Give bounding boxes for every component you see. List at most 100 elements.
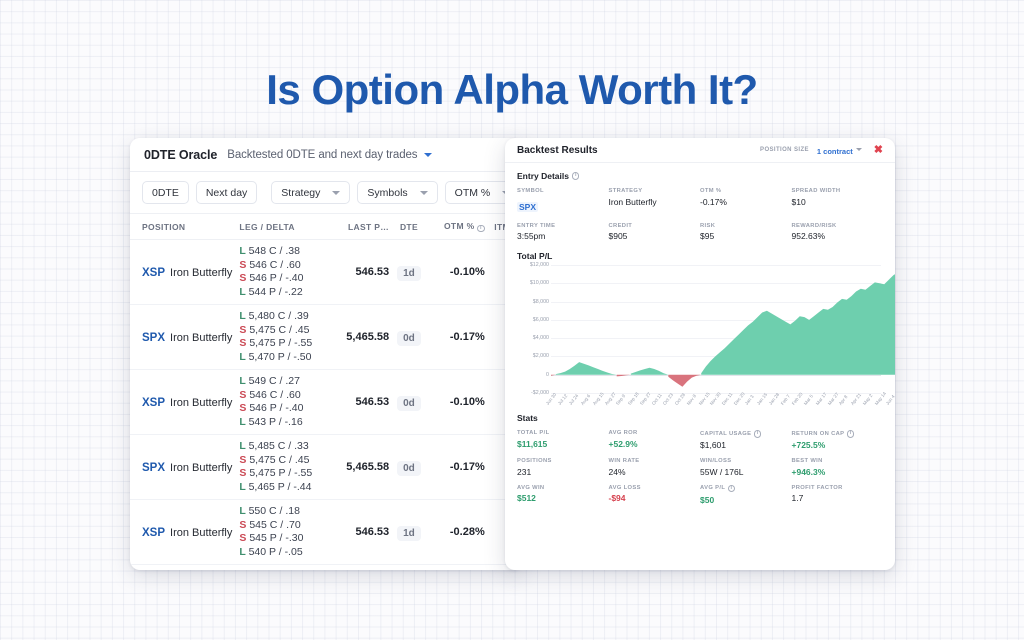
field-label: REWARD/RISK — [791, 222, 837, 229]
entry-details-grid: SYMBOL SPX STRATEGY Iron Butterfly OTM % -0.1… — [517, 188, 883, 241]
y-axis-tick-label: $10,000 — [529, 280, 549, 287]
filter-pill-otm[interactable]: OTM % — [444, 181, 521, 204]
field-value: -$94 — [608, 493, 626, 503]
x-axis-tick-label: Oct 23 — [662, 392, 675, 406]
field-value: $11,615 — [517, 438, 548, 449]
y-axis-tick-label: $8,000 — [532, 298, 549, 305]
stat-win-loss: WIN/LOSS 55W / 176L — [700, 458, 792, 477]
table-row[interactable]: XSP Iron Butterfly L 550 C / .18 S 545 C / … — [130, 500, 522, 565]
cell-leg-delta: L 549 C / .27 S 546 C / .60 S 546 P / -.40… — [239, 375, 333, 429]
entry-entry-time: ENTRY TIME 3:55pm — [517, 223, 609, 242]
leg-line: S 546 C / .60 — [239, 389, 333, 403]
x-axis-tick-label: Jan 3 — [744, 394, 756, 406]
leg-side: S — [239, 532, 250, 544]
filter-pill-next-day[interactable]: Next day — [195, 181, 258, 204]
x-axis-tick-label: Oct 28 — [673, 392, 687, 406]
position-size-dropdown[interactable]: 1 contract — [817, 141, 862, 159]
x-axis-tick-label: Mar 5 — [802, 393, 815, 406]
leg-detail: 545 P / -.30 — [249, 532, 304, 544]
field-value: +946.3% — [791, 466, 826, 477]
leg-detail: 543 P / -.16 — [248, 415, 303, 428]
field-label: WIN/LOSS — [700, 458, 732, 464]
filter-pill-0dte[interactable]: 0DTE — [142, 181, 189, 204]
gridline — [551, 393, 881, 394]
filter-pill-strategy[interactable]: Strategy — [271, 181, 351, 204]
info-icon[interactable]: i — [727, 484, 736, 492]
x-axis-tick-label: Jul 12 — [556, 393, 569, 406]
total-pl-area-chart — [551, 274, 895, 387]
dte-badge: 0d — [397, 331, 421, 346]
gridline — [551, 283, 881, 285]
x-axis-tick-label: Feb 7 — [779, 393, 791, 406]
leg-side: S — [239, 402, 250, 414]
info-icon[interactable]: i — [477, 224, 485, 233]
stat-avg-p-l: AVG P/L i $50 — [700, 484, 792, 505]
cell-dte: 1d — [389, 523, 429, 541]
leg-detail: 545 C / .70 — [249, 518, 301, 531]
cell-otm: -0.10% — [449, 396, 485, 408]
leg-line: L 5,470 P / -.50 — [239, 351, 333, 365]
position-strategy: Iron Butterfly — [170, 397, 233, 409]
leg-detail: 5,465 P / -.44 — [248, 480, 312, 493]
filter-pill-label: Strategy — [281, 186, 321, 199]
backtest-header-controls: POSITION SIZE 1 contract ✖ — [760, 141, 887, 159]
column-header-otm-label: OTM % — [443, 220, 475, 231]
gridline — [551, 301, 881, 303]
cell-dte: 0d — [389, 328, 429, 346]
field-value: $50 — [700, 494, 715, 505]
table-row[interactable]: SPX Iron Butterfly L 5,480 C / .39 S 5,475 … — [130, 305, 522, 370]
leg-side: L — [239, 310, 249, 322]
column-header-otm: OTM % i — [429, 221, 485, 233]
info-icon[interactable]: i — [846, 430, 855, 438]
position-symbol: SPX — [142, 332, 166, 344]
leg-line: S 5,475 P / -.55 — [239, 337, 333, 351]
x-axis-tick-label: Nov 8 — [685, 393, 697, 406]
field-value: 55W / 176L — [700, 466, 744, 477]
backtest-title: Backtest Results — [517, 144, 598, 156]
leg-detail: 5,480 C / .39 — [248, 310, 309, 322]
field-value: Iron Butterfly — [608, 196, 657, 207]
position-symbol: SPX — [142, 462, 166, 474]
stats-grid: TOTAL P/L $11,615 AVG ROR +52.9% CAPITAL USA… — [517, 430, 883, 505]
leg-detail: 540 P / -.05 — [248, 545, 303, 558]
leg-side: L — [239, 505, 249, 517]
close-icon[interactable]: ✖ — [873, 143, 883, 156]
chevron-down-icon[interactable] — [424, 152, 433, 157]
leg-line: L 540 P / -.05 — [239, 546, 333, 560]
column-header-leg-delta: LEG / DELTA — [239, 221, 295, 232]
field-value: $905 — [608, 231, 628, 241]
position-symbol: XSP — [142, 527, 166, 539]
cell-last-price: 5,465.58 — [346, 461, 390, 473]
leg-side: L — [239, 245, 249, 257]
entry-reward-risk: REWARD/RISK 952.63% — [792, 223, 884, 242]
field-label: BEST WIN — [791, 458, 823, 464]
info-icon[interactable]: i — [753, 430, 762, 438]
leg-line: S 5,475 P / -.55 — [239, 467, 333, 481]
leg-line: L 5,480 C / .39 — [239, 310, 333, 324]
column-header-itm: ITM — [494, 221, 510, 232]
leg-detail: 549 C / .27 — [248, 375, 300, 387]
field-label: ENTRY TIME — [517, 222, 556, 229]
info-icon[interactable]: i — [571, 172, 580, 180]
entry-spread-width: SPREAD WIDTH $10 — [792, 188, 884, 215]
leg-side: L — [239, 415, 249, 428]
cell-leg-delta: L 5,480 C / .39 S 5,475 C / .45 S 5,475 P … — [239, 310, 333, 364]
stat-best-win: BEST WIN +946.3% — [792, 458, 884, 477]
dte-badge: 1d — [397, 526, 421, 541]
leg-detail: 5,475 P / -.55 — [249, 337, 313, 349]
column-header-last-price: LAST P… — [347, 221, 390, 232]
cell-leg-delta: L 550 C / .18 S 545 C / .70 S 545 P / -.30… — [239, 505, 333, 559]
cell-position: XSP Iron Butterfly — [142, 393, 239, 411]
x-axis-tick-label: May 2 — [861, 393, 874, 406]
table-row[interactable]: XSP Iron Butterfly L 549 C / .27 S 546 C / … — [130, 370, 522, 435]
field-value: 952.63% — [791, 231, 826, 241]
x-axis-tick-label: Sep 9 — [615, 393, 627, 406]
table-row[interactable]: SPX Iron Butterfly L 5,485 C / .33 S 5,475 … — [130, 435, 522, 500]
field-label: PROFIT FACTOR — [791, 484, 843, 491]
table-row[interactable]: XSP Iron Butterfly L 548 C / .38 S 546 C / … — [130, 240, 522, 305]
filter-pill-symbols[interactable]: Symbols — [357, 181, 438, 204]
leg-detail: 544 P / -.22 — [248, 285, 303, 298]
oracle-title: 0DTE Oracle — [144, 147, 218, 162]
leg-line: S 546 P / -.40 — [239, 402, 333, 416]
